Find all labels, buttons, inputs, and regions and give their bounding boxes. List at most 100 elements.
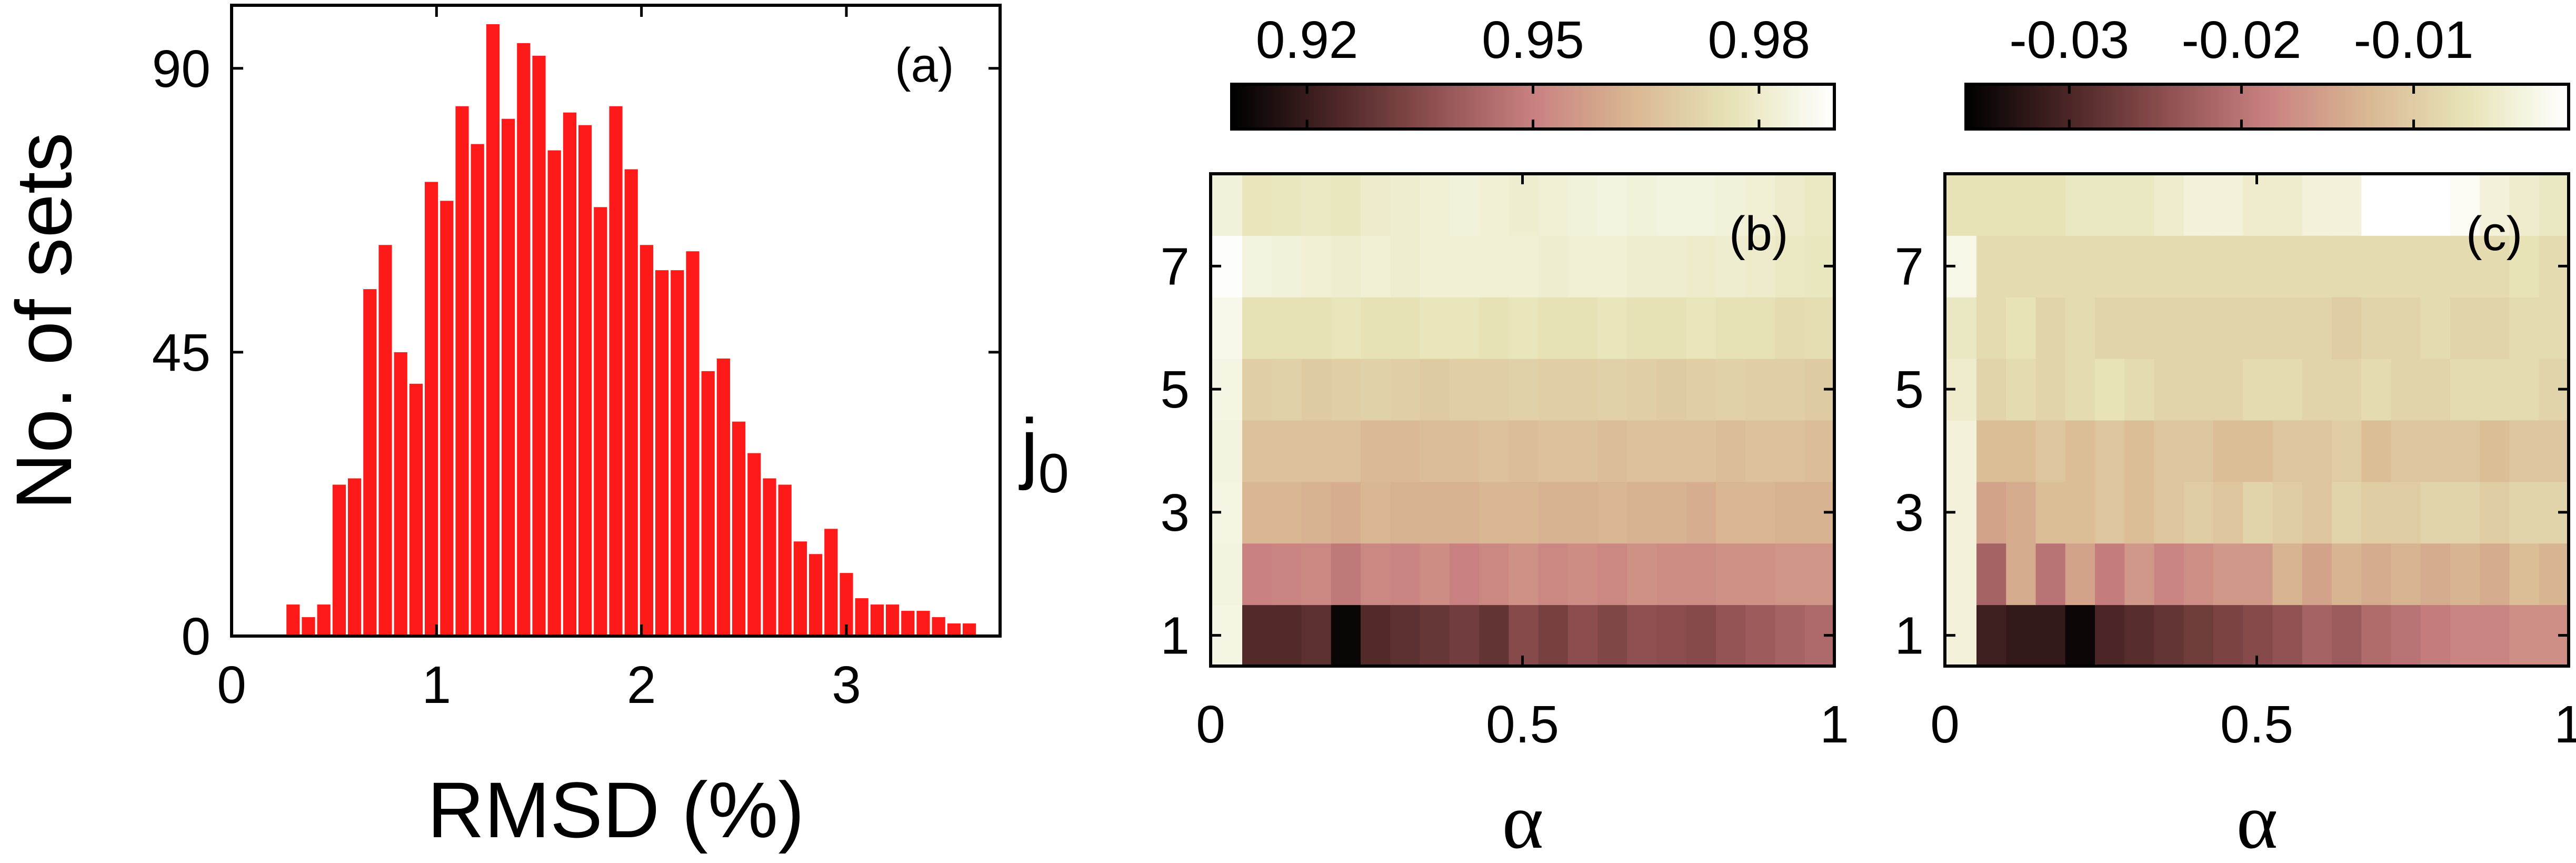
heatmap-cell	[2154, 543, 2184, 606]
heatmap-cell	[1361, 543, 1391, 606]
heatmap-cell	[2509, 235, 2540, 297]
heatmap-cell	[2065, 235, 2095, 297]
heatmap-cell	[1538, 358, 1569, 421]
colorbar-gradient	[1964, 83, 2570, 131]
heatmap-cell	[1420, 358, 1450, 421]
panel-a-xlabel: RMSD (%)	[427, 766, 805, 854]
colorbar-tick-label: 0.92	[1256, 11, 1359, 70]
colorbar-tick-label: 0.98	[1708, 11, 1811, 70]
heatmap-cell	[1538, 543, 1569, 606]
heatmap-cell	[1656, 174, 1687, 236]
heatmap-cell	[2183, 604, 2214, 667]
heatmap-cell	[1272, 543, 1302, 606]
heatmap-cell	[1597, 420, 1628, 482]
heatmap-cell	[1301, 358, 1332, 421]
heatmap-cell	[1775, 358, 1805, 421]
heatmap-cell	[1420, 296, 1450, 359]
heatmap-cell	[1567, 481, 1598, 544]
heatmap-cell	[2302, 420, 2332, 482]
heatmap-cell	[1567, 358, 1598, 421]
heatmap-cell	[2509, 420, 2540, 482]
heatmap-cell	[1745, 174, 1776, 236]
heatmap-cell	[1479, 420, 1510, 482]
heatmap-cell	[2065, 420, 2095, 482]
heatmap-cell	[2183, 235, 2214, 297]
heatmap-cell	[2539, 543, 2569, 606]
heatmap-cell	[2035, 296, 2066, 359]
histogram-bar	[363, 289, 377, 636]
y-tick-label: 3	[1160, 483, 1190, 542]
heatmap-cell	[2154, 174, 2184, 236]
histogram-bar	[332, 484, 346, 636]
heatmap-cell	[1211, 174, 1243, 236]
heatmap-cell	[1420, 420, 1450, 482]
panel-b-ylabel-sub: 0	[1038, 443, 1069, 504]
heatmap-cell	[2006, 358, 2036, 421]
heatmap-cell	[1804, 296, 1835, 359]
heatmap-cell	[2332, 543, 2362, 606]
histogram-bar	[317, 604, 331, 636]
heatmap-cell	[1449, 420, 1480, 482]
heatmap-cell	[1945, 543, 1977, 606]
heatmap-cell	[2065, 174, 2095, 236]
heatmap-cell	[1272, 235, 1302, 297]
heatmap-cell	[2183, 543, 2214, 606]
heatmap-cell	[2509, 604, 2540, 667]
heatmap-cell	[1656, 481, 1687, 544]
heatmap-cell	[2183, 174, 2214, 236]
heatmap-cell	[1775, 420, 1805, 482]
heatmap-cell	[2095, 604, 2125, 667]
heatmap-cell	[1716, 481, 1746, 544]
heatmap-cell	[1509, 543, 1539, 606]
heatmap-cell	[2154, 358, 2184, 421]
heatmap-cell	[1597, 358, 1628, 421]
heatmap-cell	[2302, 358, 2332, 421]
histogram-bar	[916, 611, 930, 636]
heatmap-cell	[2272, 235, 2303, 297]
heatmap-cell	[1716, 543, 1746, 606]
heatmap-cell	[1538, 174, 1569, 236]
heatmap-cell	[1775, 481, 1805, 544]
heatmap-cell	[2480, 604, 2510, 667]
heatmap-cell	[1567, 174, 1598, 236]
heatmap-cell	[1390, 543, 1421, 606]
heatmap-cell	[2450, 420, 2481, 482]
x-tick-label: 1	[422, 656, 452, 715]
heatmap-cell	[2243, 420, 2273, 482]
heatmap-cell	[2450, 174, 2481, 236]
heatmap-cell	[1656, 543, 1687, 606]
heatmap-cell	[2480, 296, 2510, 359]
heatmap-cell	[1976, 543, 2007, 606]
panel-c-cells	[1945, 174, 2569, 667]
heatmap-cell	[2272, 481, 2303, 544]
heatmap-cell	[1361, 174, 1391, 236]
histogram-bar	[409, 383, 423, 636]
heatmap-cell	[2450, 604, 2481, 667]
heatmap-cell	[1361, 481, 1391, 544]
y-tick-label: 90	[152, 39, 211, 98]
heatmap-cell	[2006, 543, 2036, 606]
heatmap-cell	[1627, 174, 1658, 236]
histogram-bar	[640, 245, 653, 636]
heatmap-cell	[2420, 358, 2451, 421]
heatmap-cell	[1745, 543, 1776, 606]
histogram-bar	[624, 169, 638, 637]
heatmap-cell	[1479, 235, 1510, 297]
heatmap-cell	[2006, 481, 2036, 544]
heatmap-cell	[2391, 296, 2421, 359]
histogram-bar	[963, 623, 976, 636]
x-tick-label: 3	[832, 656, 861, 715]
heatmap-cell	[1567, 604, 1598, 667]
heatmap-cell	[2480, 358, 2510, 421]
heatmap-cell	[2006, 604, 2036, 667]
panel-b-cells	[1211, 174, 1835, 667]
heatmap-cell	[2361, 604, 2392, 667]
heatmap-cell	[1976, 604, 2007, 667]
heatmap-cell	[2035, 543, 2066, 606]
heatmap-cell	[1804, 543, 1835, 606]
histogram-bar	[547, 150, 561, 636]
heatmap-cell	[1479, 296, 1510, 359]
heatmap-cell	[2450, 235, 2481, 297]
heatmap-cell	[1420, 174, 1450, 236]
heatmap-cell	[1976, 358, 2007, 421]
